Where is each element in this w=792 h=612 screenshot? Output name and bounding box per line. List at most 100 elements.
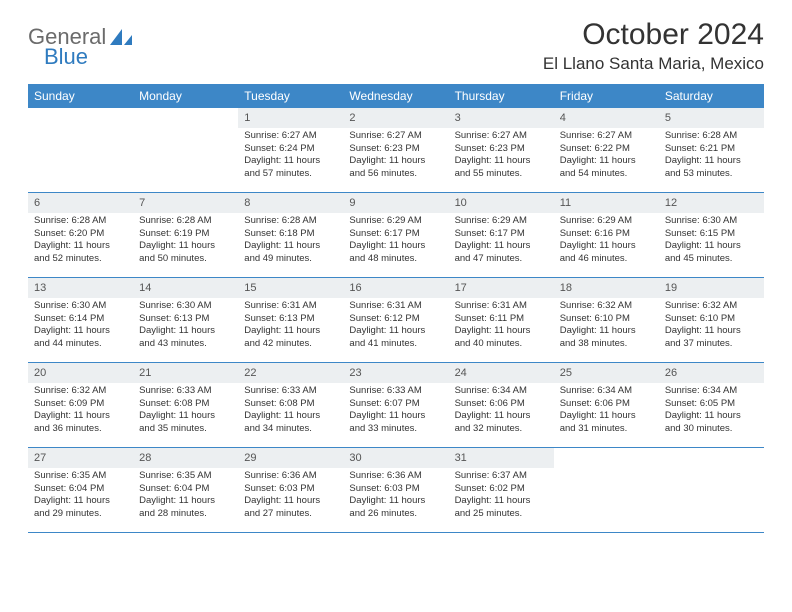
calendar-cell: 27Sunrise: 6:35 AMSunset: 6:04 PMDayligh… [28,448,133,532]
day-body: Sunrise: 6:27 AMSunset: 6:22 PMDaylight:… [554,128,659,185]
sunset-text: Sunset: 6:17 PM [455,228,548,241]
day-number: 4 [554,108,659,128]
day-body: Sunrise: 6:29 AMSunset: 6:17 PMDaylight:… [343,213,448,270]
daylight-text: Daylight: 11 hours and 42 minutes. [244,325,337,351]
day-body: Sunrise: 6:31 AMSunset: 6:13 PMDaylight:… [238,298,343,355]
sunset-text: Sunset: 6:13 PM [244,313,337,326]
calendar-cell: 17Sunrise: 6:31 AMSunset: 6:11 PMDayligh… [449,278,554,362]
day-number: 23 [343,363,448,383]
sunrise-text: Sunrise: 6:34 AM [455,385,548,398]
day-body: Sunrise: 6:29 AMSunset: 6:17 PMDaylight:… [449,213,554,270]
day-body: Sunrise: 6:31 AMSunset: 6:12 PMDaylight:… [343,298,448,355]
sunset-text: Sunset: 6:10 PM [665,313,758,326]
calendar-cell: 6Sunrise: 6:28 AMSunset: 6:20 PMDaylight… [28,193,133,277]
week-row: 27Sunrise: 6:35 AMSunset: 6:04 PMDayligh… [28,448,764,533]
sunset-text: Sunset: 6:20 PM [34,228,127,241]
day-number: 25 [554,363,659,383]
calendar-cell: 5Sunrise: 6:28 AMSunset: 6:21 PMDaylight… [659,108,764,192]
sunset-text: Sunset: 6:08 PM [244,398,337,411]
calendar-cell: 9Sunrise: 6:29 AMSunset: 6:17 PMDaylight… [343,193,448,277]
day-body: Sunrise: 6:28 AMSunset: 6:20 PMDaylight:… [28,213,133,270]
calendar-cell: 31Sunrise: 6:37 AMSunset: 6:02 PMDayligh… [449,448,554,532]
sunrise-text: Sunrise: 6:37 AM [455,470,548,483]
day-body: Sunrise: 6:37 AMSunset: 6:02 PMDaylight:… [449,468,554,525]
calendar-cell [554,448,659,532]
calendar-cell: 18Sunrise: 6:32 AMSunset: 6:10 PMDayligh… [554,278,659,362]
calendar-cell [659,448,764,532]
day-body: Sunrise: 6:33 AMSunset: 6:08 PMDaylight:… [238,383,343,440]
day-number: 22 [238,363,343,383]
day-number: 24 [449,363,554,383]
day-body: Sunrise: 6:28 AMSunset: 6:18 PMDaylight:… [238,213,343,270]
sunrise-text: Sunrise: 6:36 AM [349,470,442,483]
day-body: Sunrise: 6:32 AMSunset: 6:10 PMDaylight:… [554,298,659,355]
daylight-text: Daylight: 11 hours and 33 minutes. [349,410,442,436]
calendar: Sunday Monday Tuesday Wednesday Thursday… [28,84,764,533]
calendar-cell: 29Sunrise: 6:36 AMSunset: 6:03 PMDayligh… [238,448,343,532]
sunrise-text: Sunrise: 6:33 AM [349,385,442,398]
daylight-text: Daylight: 11 hours and 46 minutes. [560,240,653,266]
sunset-text: Sunset: 6:06 PM [455,398,548,411]
calendar-cell: 13Sunrise: 6:30 AMSunset: 6:14 PMDayligh… [28,278,133,362]
daylight-text: Daylight: 11 hours and 31 minutes. [560,410,653,436]
daylight-text: Daylight: 11 hours and 29 minutes. [34,495,127,521]
day-body: Sunrise: 6:32 AMSunset: 6:09 PMDaylight:… [28,383,133,440]
sunset-text: Sunset: 6:10 PM [560,313,653,326]
sunset-text: Sunset: 6:16 PM [560,228,653,241]
day-number: 31 [449,448,554,468]
calendar-cell: 19Sunrise: 6:32 AMSunset: 6:10 PMDayligh… [659,278,764,362]
page-title: October 2024 [543,18,764,52]
daylight-text: Daylight: 11 hours and 35 minutes. [139,410,232,436]
day-headers-row: Sunday Monday Tuesday Wednesday Thursday… [28,84,764,108]
daylight-text: Daylight: 11 hours and 57 minutes. [244,155,337,181]
logo: General Blue [28,18,134,70]
sunrise-text: Sunrise: 6:34 AM [560,385,653,398]
calendar-cell: 1Sunrise: 6:27 AMSunset: 6:24 PMDaylight… [238,108,343,192]
day-number: 13 [28,278,133,298]
sunrise-text: Sunrise: 6:32 AM [34,385,127,398]
sunrise-text: Sunrise: 6:31 AM [244,300,337,313]
daylight-text: Daylight: 11 hours and 25 minutes. [455,495,548,521]
day-number: 17 [449,278,554,298]
daylight-text: Daylight: 11 hours and 44 minutes. [34,325,127,351]
day-body [133,113,238,119]
daylight-text: Daylight: 11 hours and 36 minutes. [34,410,127,436]
daylight-text: Daylight: 11 hours and 50 minutes. [139,240,232,266]
sunrise-text: Sunrise: 6:28 AM [244,215,337,228]
sunrise-text: Sunrise: 6:30 AM [34,300,127,313]
day-body: Sunrise: 6:28 AMSunset: 6:21 PMDaylight:… [659,128,764,185]
daylight-text: Daylight: 11 hours and 56 minutes. [349,155,442,181]
day-body: Sunrise: 6:30 AMSunset: 6:14 PMDaylight:… [28,298,133,355]
calendar-cell: 14Sunrise: 6:30 AMSunset: 6:13 PMDayligh… [133,278,238,362]
day-body: Sunrise: 6:34 AMSunset: 6:06 PMDaylight:… [449,383,554,440]
daylight-text: Daylight: 11 hours and 45 minutes. [665,240,758,266]
calendar-cell: 4Sunrise: 6:27 AMSunset: 6:22 PMDaylight… [554,108,659,192]
day-body: Sunrise: 6:36 AMSunset: 6:03 PMDaylight:… [343,468,448,525]
calendar-cell: 22Sunrise: 6:33 AMSunset: 6:08 PMDayligh… [238,363,343,447]
sunset-text: Sunset: 6:07 PM [349,398,442,411]
sunset-text: Sunset: 6:22 PM [560,143,653,156]
day-number: 28 [133,448,238,468]
day-header: Friday [554,84,659,108]
daylight-text: Daylight: 11 hours and 47 minutes. [455,240,548,266]
week-row: 1Sunrise: 6:27 AMSunset: 6:24 PMDaylight… [28,108,764,193]
day-number: 9 [343,193,448,213]
sunset-text: Sunset: 6:17 PM [349,228,442,241]
daylight-text: Daylight: 11 hours and 26 minutes. [349,495,442,521]
daylight-text: Daylight: 11 hours and 52 minutes. [34,240,127,266]
daylight-text: Daylight: 11 hours and 32 minutes. [455,410,548,436]
day-number: 7 [133,193,238,213]
day-number: 12 [659,193,764,213]
day-number: 21 [133,363,238,383]
sunset-text: Sunset: 6:03 PM [349,483,442,496]
sunrise-text: Sunrise: 6:29 AM [455,215,548,228]
weeks-container: 1Sunrise: 6:27 AMSunset: 6:24 PMDaylight… [28,108,764,533]
week-row: 20Sunrise: 6:32 AMSunset: 6:09 PMDayligh… [28,363,764,448]
day-body: Sunrise: 6:30 AMSunset: 6:15 PMDaylight:… [659,213,764,270]
calendar-cell: 21Sunrise: 6:33 AMSunset: 6:08 PMDayligh… [133,363,238,447]
sunset-text: Sunset: 6:06 PM [560,398,653,411]
logo-sail-icon [108,27,134,47]
sunrise-text: Sunrise: 6:34 AM [665,385,758,398]
sunrise-text: Sunrise: 6:29 AM [349,215,442,228]
day-number: 20 [28,363,133,383]
